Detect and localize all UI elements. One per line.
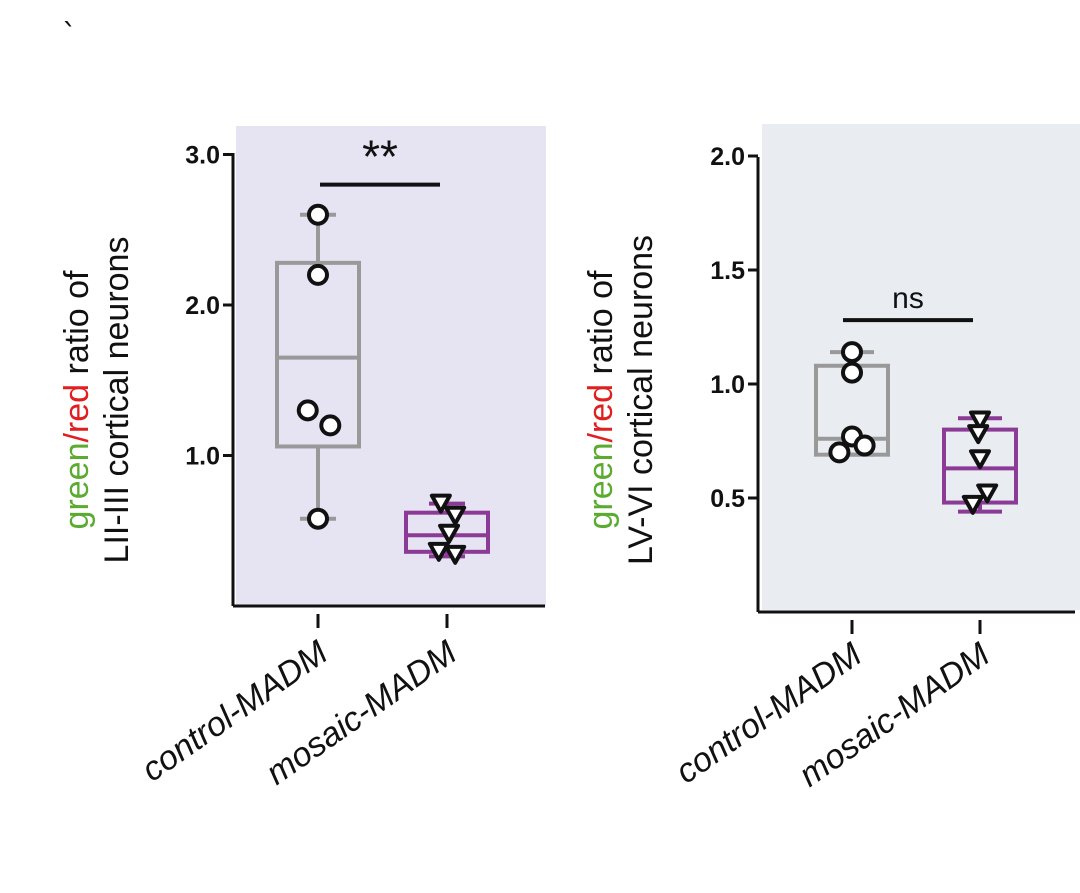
plot-area-background <box>762 124 1080 610</box>
series-mosaic-MADM <box>942 410 1018 515</box>
data-point <box>853 434 876 457</box>
chart-panel-2: 0.51.01.52.0control-MADMmosaic-MADMgreen… <box>582 124 1080 794</box>
y-axis-label-line1: green/red ratio of <box>582 270 620 530</box>
data-point <box>429 493 452 514</box>
data-point <box>841 361 863 384</box>
box-iqr <box>275 260 361 449</box>
plot-area-background <box>236 126 546 606</box>
y-tick-label: 2.0 <box>710 143 745 171</box>
significance-label: ** <box>362 131 398 183</box>
y-tick-label: 0.5 <box>710 485 745 513</box>
data-point <box>967 424 990 445</box>
y-tick-label: 1.0 <box>185 443 220 471</box>
y-tick-label: 1.0 <box>710 371 745 399</box>
data-point <box>319 414 342 437</box>
data-point <box>444 505 467 526</box>
data-point <box>969 449 991 470</box>
data-point <box>444 544 467 565</box>
y-tick-label: 3.0 <box>185 142 220 170</box>
chart-panel-1: 1.02.03.0control-MADMmosaic-MADMgreen/re… <box>58 126 546 792</box>
data-point <box>307 263 329 286</box>
data-point <box>438 523 461 544</box>
y-axis-label-part: /red <box>582 384 620 443</box>
y-axis-label-part: ratio of <box>58 270 96 384</box>
significance-label: ns <box>892 282 924 315</box>
data-point <box>828 441 851 464</box>
y-axis-label-part: /red <box>58 384 96 443</box>
y-tick-label: 1.5 <box>710 257 745 285</box>
series-control-MADM <box>814 341 890 464</box>
stray-mark: ` <box>62 18 77 53</box>
y-axis-label-part: ratio of <box>582 270 620 384</box>
y-axis-label-line2: LV-VI cortical neurons <box>622 235 660 565</box>
y-axis-label-line1: green/red ratio of <box>58 270 96 530</box>
data-point <box>969 410 991 431</box>
y-axis-label-line2: LII-III cortical neurons <box>98 237 136 564</box>
data-point <box>307 507 329 530</box>
data-point <box>976 483 999 504</box>
series-mosaic-MADM <box>404 493 490 565</box>
data-point <box>427 541 450 562</box>
data-point <box>961 494 984 515</box>
y-axis-label-part: green <box>582 443 620 530</box>
data-point <box>296 399 319 422</box>
series-control-MADM <box>275 203 361 530</box>
data-point <box>841 341 863 364</box>
y-tick-label: 2.0 <box>185 292 220 320</box>
y-axis-label-part: green <box>58 443 96 530</box>
data-point <box>307 203 329 226</box>
